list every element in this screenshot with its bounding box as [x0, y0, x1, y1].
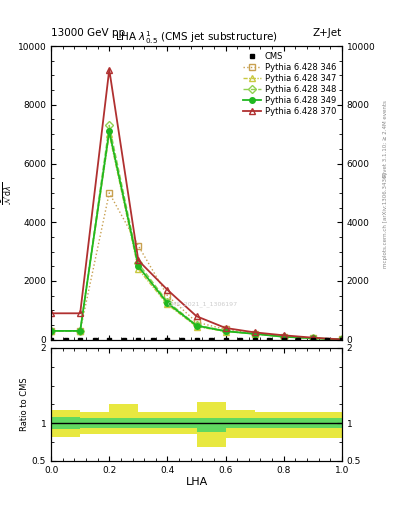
Y-axis label: Ratio to CMS: Ratio to CMS — [20, 377, 29, 431]
CMS — [136, 337, 141, 343]
Pythia 6.428 347 — [194, 324, 199, 330]
Pythia 6.428 348 — [252, 331, 257, 337]
Pythia 6.428 349 — [136, 263, 141, 269]
Pythia 6.428 347 — [252, 331, 257, 337]
Pythia 6.428 348 — [310, 335, 315, 342]
Pythia 6.428 370 — [223, 325, 228, 331]
Pythia 6.428 348 — [78, 328, 83, 334]
Pythia 6.428 370 — [310, 335, 315, 341]
Text: mcplots.cern.ch [arXiv:1306.3436]: mcplots.cern.ch [arXiv:1306.3436] — [383, 173, 387, 268]
Pythia 6.428 348 — [340, 336, 344, 343]
Pythia 6.428 370 — [78, 310, 83, 316]
Text: 13000 GeV pp: 13000 GeV pp — [51, 28, 125, 38]
Pythia 6.428 346 — [78, 328, 83, 334]
CMS — [238, 337, 242, 343]
CMS — [194, 337, 199, 343]
Pythia 6.428 347 — [136, 266, 141, 272]
Pythia 6.428 349 — [310, 335, 315, 342]
Legend: CMS, Pythia 6.428 346, Pythia 6.428 347, Pythia 6.428 348, Pythia 6.428 349, Pyt: CMS, Pythia 6.428 346, Pythia 6.428 347,… — [241, 50, 338, 118]
Pythia 6.428 370 — [281, 332, 286, 338]
Pythia 6.428 370 — [194, 313, 199, 319]
Title: LHA $\lambda^{1}_{0.5}$ (CMS jet substructure): LHA $\lambda^{1}_{0.5}$ (CMS jet substru… — [115, 29, 278, 46]
Line: Pythia 6.428 346: Pythia 6.428 346 — [48, 190, 345, 342]
Pythia 6.428 370 — [165, 287, 170, 293]
Pythia 6.428 349 — [49, 328, 53, 334]
Pythia 6.428 349 — [165, 300, 170, 306]
CMS — [310, 337, 315, 343]
Pythia 6.428 347 — [281, 334, 286, 340]
Line: Pythia 6.428 348: Pythia 6.428 348 — [48, 122, 345, 342]
CMS — [281, 337, 286, 343]
CMS — [78, 337, 83, 343]
Pythia 6.428 348 — [281, 334, 286, 340]
Pythia 6.428 347 — [223, 328, 228, 334]
Pythia 6.428 346 — [340, 336, 344, 343]
Pythia 6.428 370 — [340, 336, 344, 343]
Pythia 6.428 348 — [49, 328, 53, 334]
CMS — [296, 337, 301, 343]
CMS — [63, 337, 68, 343]
Pythia 6.428 346 — [281, 334, 286, 340]
Line: Pythia 6.428 370: Pythia 6.428 370 — [48, 67, 345, 342]
Pythia 6.428 347 — [165, 302, 170, 308]
Text: Rivet 3.1.10; ≥ 2.4M events: Rivet 3.1.10; ≥ 2.4M events — [383, 100, 387, 177]
Pythia 6.428 347 — [340, 336, 344, 343]
Pythia 6.428 346 — [165, 293, 170, 299]
Pythia 6.428 346 — [49, 328, 53, 334]
Line: CMS: CMS — [49, 337, 344, 342]
Pythia 6.428 348 — [194, 322, 199, 328]
Pythia 6.428 370 — [107, 67, 112, 73]
Pythia 6.428 346 — [223, 326, 228, 332]
CMS — [267, 337, 272, 343]
Pythia 6.428 346 — [194, 319, 199, 325]
Pythia 6.428 347 — [78, 328, 83, 334]
Pythia 6.428 349 — [252, 331, 257, 337]
Pythia 6.428 347 — [107, 131, 112, 137]
Pythia 6.428 348 — [136, 260, 141, 266]
CMS — [92, 337, 97, 343]
Pythia 6.428 349 — [78, 328, 83, 334]
CMS — [107, 337, 112, 343]
Line: Pythia 6.428 349: Pythia 6.428 349 — [48, 129, 345, 342]
Text: Z+Jet: Z+Jet — [313, 28, 342, 38]
Pythia 6.428 347 — [49, 328, 53, 334]
CMS — [121, 337, 126, 343]
Pythia 6.428 348 — [107, 122, 112, 129]
Pythia 6.428 346 — [107, 190, 112, 196]
Pythia 6.428 346 — [310, 335, 315, 342]
Pythia 6.428 370 — [136, 258, 141, 264]
Pythia 6.428 370 — [252, 329, 257, 335]
Pythia 6.428 347 — [310, 335, 315, 342]
Pythia 6.428 349 — [107, 128, 112, 134]
CMS — [165, 337, 170, 343]
Pythia 6.428 346 — [136, 243, 141, 249]
Pythia 6.428 370 — [49, 310, 53, 316]
CMS — [325, 337, 330, 343]
Text: CMS_2021_1_1306197: CMS_2021_1_1306197 — [167, 302, 237, 307]
CMS — [223, 337, 228, 343]
Pythia 6.428 349 — [281, 334, 286, 340]
CMS — [180, 337, 184, 343]
Pythia 6.428 346 — [252, 331, 257, 337]
CMS — [49, 337, 53, 343]
Pythia 6.428 348 — [223, 328, 228, 334]
Pythia 6.428 349 — [340, 336, 344, 343]
Pythia 6.428 348 — [165, 298, 170, 305]
CMS — [340, 337, 344, 343]
CMS — [151, 337, 155, 343]
X-axis label: LHA: LHA — [185, 477, 208, 487]
CMS — [252, 337, 257, 343]
Y-axis label: $\frac{1}{\mathcal{N}} \frac{\mathrm{d}\mathcal{N}}{\mathrm{d}\lambda}$: $\frac{1}{\mathcal{N}} \frac{\mathrm{d}\… — [0, 181, 15, 205]
Line: Pythia 6.428 347: Pythia 6.428 347 — [48, 132, 345, 342]
CMS — [209, 337, 213, 343]
Pythia 6.428 349 — [223, 328, 228, 334]
Pythia 6.428 349 — [194, 323, 199, 329]
